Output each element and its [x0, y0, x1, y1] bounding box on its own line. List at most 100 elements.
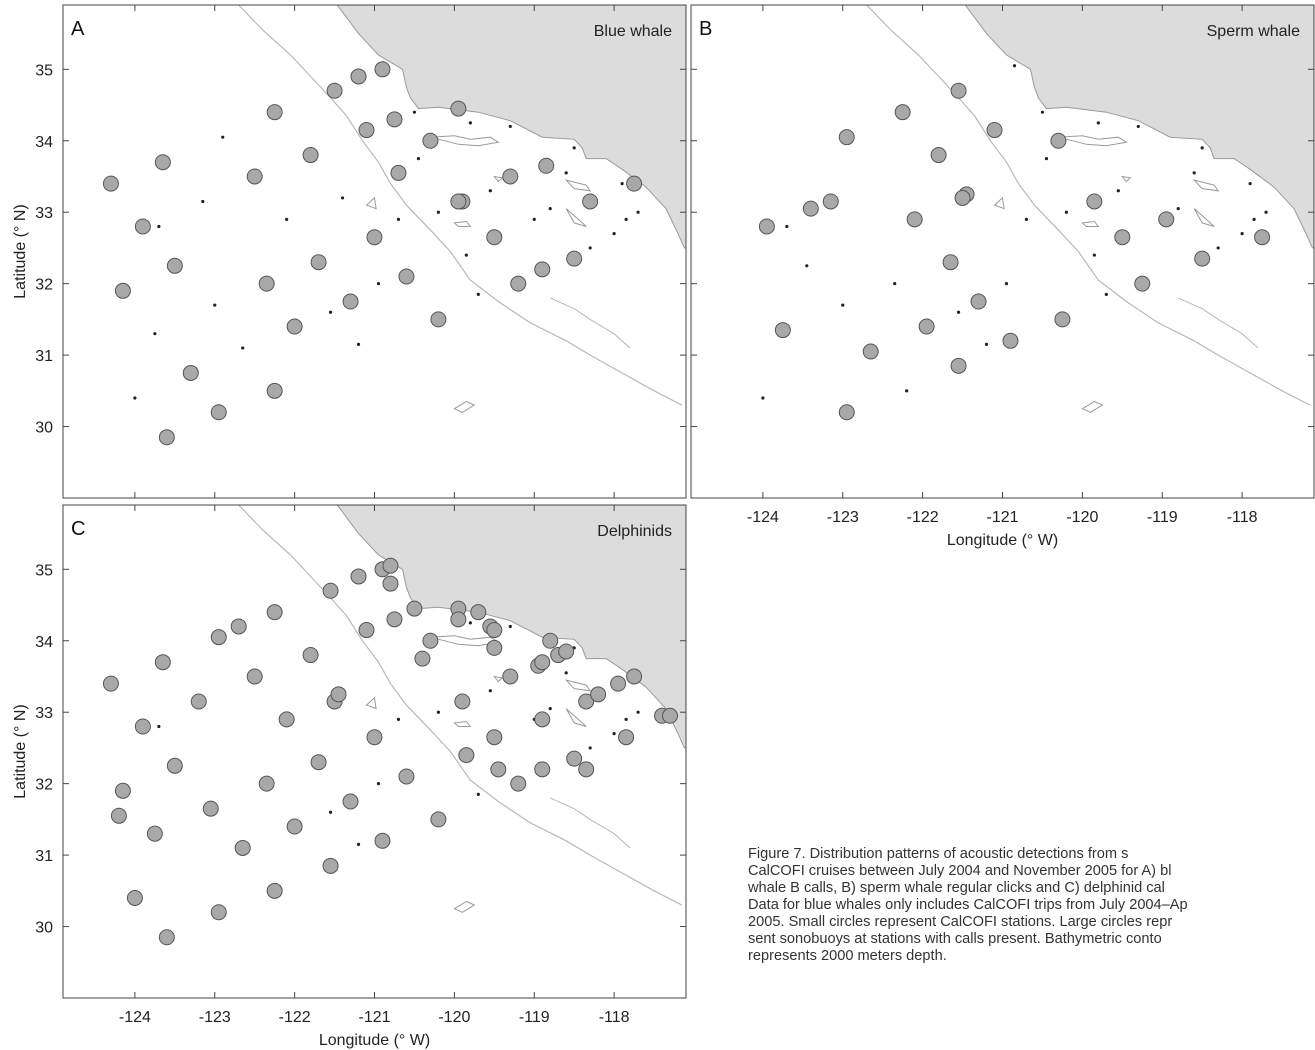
- island: [493, 175, 504, 183]
- map-area: [691, 5, 1314, 498]
- detection-delphinids: [166, 757, 183, 774]
- calcofi-station: [328, 310, 333, 314]
- calcofi-station: [213, 303, 217, 307]
- detection-blue-whale: [310, 254, 327, 271]
- calcofi-station: [376, 782, 381, 786]
- detection-sperm-whale: [1254, 229, 1271, 246]
- island: [453, 900, 476, 913]
- calcofi-station: [153, 332, 157, 336]
- contour-detail: [549, 797, 631, 849]
- calcofi-station: [340, 196, 345, 200]
- detection-delphinids: [114, 782, 131, 799]
- calcofi-station: [1200, 146, 1204, 150]
- detection-sperm-whale: [950, 357, 967, 374]
- calcofi-station: [905, 389, 909, 393]
- detection-blue-whale: [134, 218, 151, 235]
- detection-blue-whale: [398, 268, 415, 285]
- calcofi-station: [841, 303, 845, 307]
- detection-delphinids: [374, 832, 391, 849]
- detection-blue-whale: [538, 157, 555, 174]
- detection-sperm-whale: [1086, 193, 1103, 210]
- x-tick-label: -120: [1066, 509, 1098, 526]
- bathymetric-contour: [238, 5, 683, 406]
- detection-delphinids: [662, 707, 679, 724]
- calcofi-station: [1104, 292, 1108, 296]
- detection-blue-whale: [210, 404, 227, 421]
- calcofi-station: [241, 346, 245, 350]
- island: [493, 675, 504, 683]
- map-area: [63, 505, 686, 998]
- detection-delphinids: [330, 686, 347, 703]
- detection-delphinids: [626, 668, 643, 685]
- detection-sperm-whale: [774, 322, 791, 339]
- calcofi-station: [761, 396, 765, 400]
- y-tick-label: 30: [35, 920, 53, 937]
- calcofi-station: [620, 182, 624, 186]
- island: [1081, 400, 1104, 413]
- detection-delphinids: [230, 618, 247, 635]
- detection-sperm-whale: [758, 218, 775, 235]
- island: [565, 208, 587, 227]
- calcofi-station: [508, 624, 512, 629]
- detection-blue-whale: [358, 122, 375, 139]
- detection-blue-whale: [350, 68, 367, 85]
- calcofi-station: [476, 792, 480, 796]
- calcofi-station: [488, 189, 492, 193]
- detection-blue-whale: [326, 82, 343, 99]
- calcofi-station: [376, 282, 381, 286]
- detection-blue-whale: [258, 275, 275, 292]
- detection-sperm-whale: [838, 404, 855, 421]
- detection-delphinids: [534, 654, 551, 671]
- detection-blue-whale: [430, 311, 447, 328]
- detection-sperm-whale: [950, 82, 967, 99]
- detection-sperm-whale: [1114, 229, 1131, 246]
- x-tick-label: -118: [599, 1009, 630, 1026]
- detection-delphinids: [342, 793, 359, 810]
- calcofi-station: [1192, 171, 1196, 175]
- detection-sperm-whale: [1194, 250, 1211, 267]
- detection-blue-whale: [182, 364, 199, 381]
- x-tick-label: -122: [907, 509, 939, 526]
- calcofi-station: [1136, 124, 1140, 129]
- detection-delphinids: [134, 718, 151, 735]
- detection-delphinids: [414, 650, 431, 667]
- island: [430, 135, 500, 147]
- calcofi-station: [1176, 207, 1180, 211]
- y-tick-label: 31: [35, 348, 53, 365]
- detection-sperm-whale: [942, 254, 959, 271]
- detection-blue-whale: [114, 282, 131, 299]
- y-axis-label: Latitude (° N): [12, 704, 29, 798]
- island: [993, 196, 1005, 210]
- detection-delphinids: [578, 761, 595, 778]
- detection-delphinids: [286, 818, 303, 835]
- island: [1081, 220, 1100, 227]
- detection-blue-whale: [422, 132, 439, 149]
- calcofi-station: [893, 282, 897, 286]
- detection-blue-whale: [390, 164, 407, 181]
- island: [1193, 208, 1215, 227]
- detection-blue-whale: [166, 257, 183, 274]
- island: [430, 635, 500, 647]
- detection-delphinids: [406, 600, 423, 617]
- detection-blue-whale: [366, 229, 383, 246]
- detection-delphinids: [618, 729, 635, 746]
- x-tick-label: -123: [199, 1009, 231, 1026]
- detection-blue-whale: [266, 382, 283, 399]
- map-area: [63, 5, 686, 498]
- detection-delphinids: [154, 654, 171, 671]
- calcofi-station: [1044, 157, 1049, 161]
- detection-sperm-whale: [970, 293, 987, 310]
- detection-blue-whale: [102, 175, 119, 192]
- calcofi-station: [476, 292, 480, 296]
- calcofi-station: [636, 710, 640, 714]
- map-panel-a: A Blue whale 30 31 32 33 34 35 Latitude (° N): [12, 4, 687, 499]
- detection-blue-whale: [626, 175, 643, 192]
- x-tick-label: -123: [827, 509, 859, 526]
- detection-sperm-whale: [930, 147, 947, 164]
- calcofi-station: [1096, 121, 1100, 125]
- detection-blue-whale: [302, 147, 319, 164]
- island: [1121, 175, 1132, 183]
- calcofi-station: [612, 232, 616, 236]
- detection-delphinids: [590, 686, 607, 703]
- detection-blue-whale: [386, 111, 403, 128]
